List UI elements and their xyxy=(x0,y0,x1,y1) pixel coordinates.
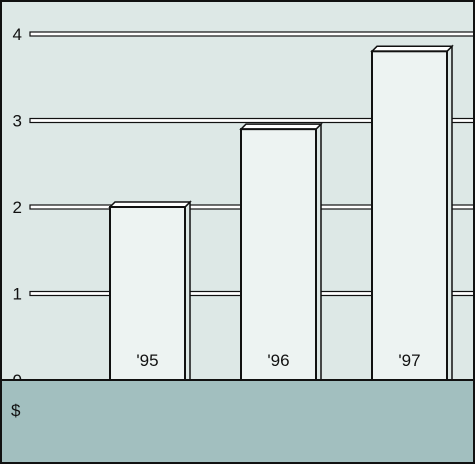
x-tick-label: '95 xyxy=(136,351,158,370)
x-tick-label: '96 xyxy=(267,351,289,370)
bar-0 xyxy=(108,200,192,381)
grid-line-4-rail xyxy=(29,31,475,37)
grid-line-4 xyxy=(29,31,475,37)
y-axis-label: $ xyxy=(11,401,21,420)
bar-1 xyxy=(239,122,323,381)
grid-line-3 xyxy=(29,117,475,124)
bar-face xyxy=(371,50,448,382)
chart-floor xyxy=(1,380,474,463)
bar-face xyxy=(240,128,317,381)
bars: '95 '96 '97 xyxy=(108,44,454,382)
bar-face xyxy=(109,206,186,381)
y-tick-label: 3 xyxy=(13,112,22,131)
grid-line-3-rail xyxy=(29,117,475,124)
x-tick-label: '97 xyxy=(398,351,420,370)
y-tick-label: 2 xyxy=(13,198,22,217)
y-tick-label: 1 xyxy=(13,285,22,304)
bar-2 xyxy=(370,44,454,382)
y-tick-label: 4 xyxy=(13,25,22,44)
